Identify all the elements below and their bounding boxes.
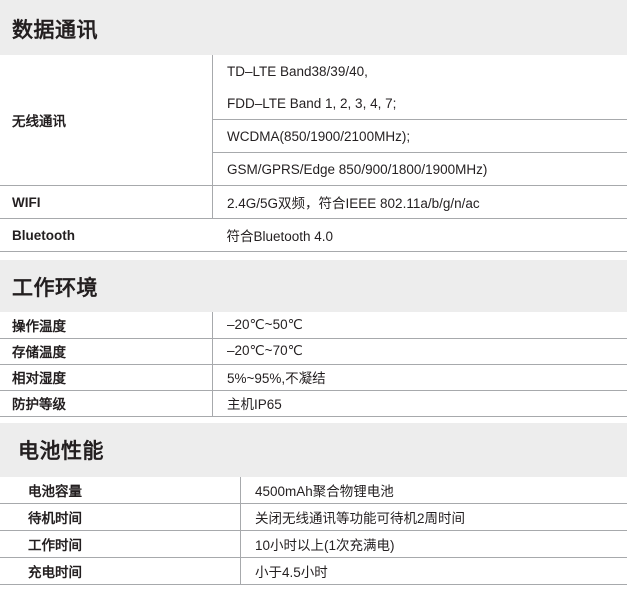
- row-value: –20℃~70℃: [212, 337, 627, 364]
- table-row: 充电时间 小于4.5小时: [0, 557, 627, 585]
- row-label-storage-temperature: 存储温度: [0, 337, 213, 364]
- row-value: FDD–LTE Band 1, 2, 3, 4, 7;: [212, 87, 627, 120]
- section-title: 工作环境: [12, 276, 98, 300]
- table-row: WIFI 2.4G/5G双频，符合IEEE 802.11a/b/g/n/ac: [0, 185, 627, 219]
- row-value: 关闭无线通讯等功能可待机2周时间: [240, 503, 627, 531]
- row-value: TD–LTE Band38/39/40,: [212, 55, 627, 87]
- table-battery-performance: 电池容量 4500mAh聚合物锂电池 待机时间 关闭无线通讯等功能可待机2周时间…: [0, 476, 627, 585]
- row-value: 10小时以上(1次充满电): [240, 530, 627, 558]
- table-row: FDD–LTE Band 1, 2, 3, 4, 7;: [0, 87, 627, 120]
- table-row: GSM/GPRS/Edge 850/900/1800/1900MHz): [0, 152, 627, 186]
- row-value: 符合Bluetooth 4.0: [212, 218, 627, 252]
- section-title: 电池性能: [18, 440, 104, 463]
- row-value: –20℃~50℃: [212, 312, 627, 338]
- row-label-wireless: 无线通讯: [12, 114, 66, 129]
- table-row: 存储温度 –20℃~70℃: [0, 337, 627, 364]
- table-work-environment: 操作温度 –20℃~50℃ 存储温度 –20℃~70℃ 相对湿度 5%~95%,…: [0, 312, 627, 417]
- row-label-protection-rating: 防护等级: [0, 389, 213, 417]
- table-row: 无线通讯 TD–LTE Band38/39/40,: [0, 55, 627, 129]
- row-value: WCDMA(850/1900/2100MHz);: [212, 119, 627, 153]
- row-value: 4500mAh聚合物锂电池: [240, 476, 627, 504]
- row-label-wifi: WIFI: [0, 185, 213, 219]
- table-row: 工作时间 10小时以上(1次充满电): [0, 530, 627, 558]
- section-header-battery-performance: 电池性能: [0, 422, 627, 477]
- row-label-charging-time: 充电时间: [0, 557, 241, 585]
- table-row: Bluetooth 符合Bluetooth 4.0: [0, 218, 627, 252]
- table-data-communication: 无线通讯 TD–LTE Band38/39/40, FDD–LTE Band 1…: [0, 55, 627, 252]
- row-label-operating-temperature: 操作温度: [12, 318, 66, 334]
- table-row: 待机时间 关闭无线通讯等功能可待机2周时间: [0, 503, 627, 531]
- table-row: WCDMA(850/1900/2100MHz);: [0, 119, 627, 153]
- row-label-bluetooth: Bluetooth: [0, 218, 213, 252]
- section-title: 数据通讯: [12, 19, 98, 42]
- table-row: 相对湿度 5%~95%,不凝结: [0, 363, 627, 390]
- section-spacer: [0, 252, 642, 260]
- row-label-relative-humidity: 相对湿度: [0, 363, 213, 390]
- row-value: 主机IP65: [212, 389, 627, 417]
- table-row: 操作温度 –20℃~50℃: [0, 312, 627, 338]
- row-label-standby-time: 待机时间: [0, 503, 241, 531]
- row-label-working-time: 工作时间: [0, 530, 241, 558]
- table-row: 电池容量 4500mAh聚合物锂电池: [0, 476, 627, 504]
- row-value: 5%~95%,不凝结: [212, 363, 627, 390]
- table-row: 防护等级 主机IP65: [0, 389, 627, 417]
- section-header-work-environment: 工作环境: [0, 260, 627, 312]
- row-value: GSM/GPRS/Edge 850/900/1800/1900MHz): [212, 152, 627, 186]
- row-label-battery-capacity: 电池容量: [28, 483, 82, 499]
- section-header-data-communication: 数据通讯: [0, 0, 627, 55]
- row-value: 小于4.5小时: [240, 557, 627, 585]
- row-value: 2.4G/5G双频，符合IEEE 802.11a/b/g/n/ac: [212, 185, 627, 219]
